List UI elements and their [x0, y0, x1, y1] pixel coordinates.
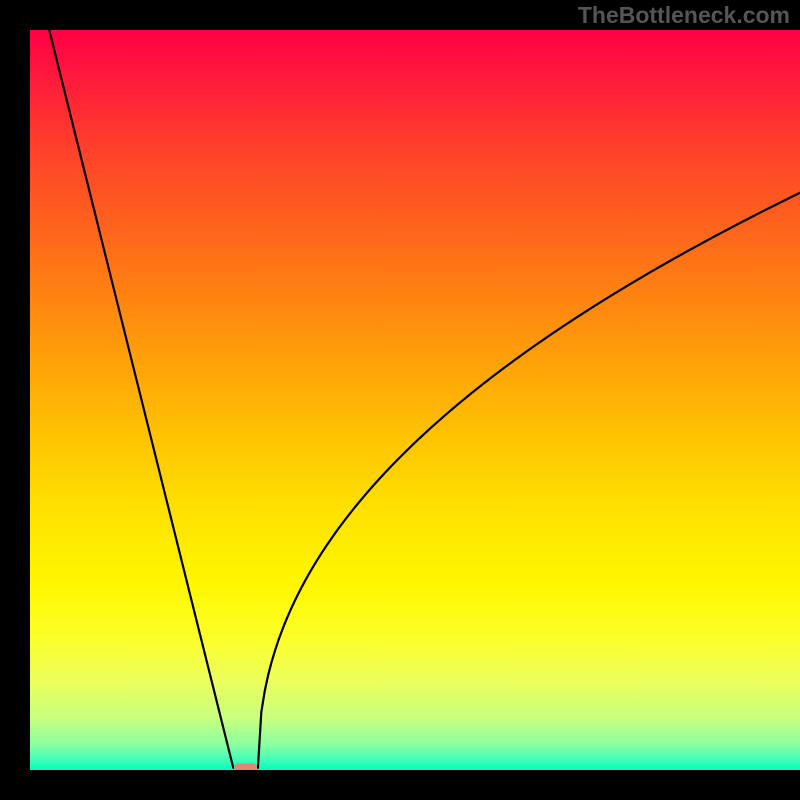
optimum-marker: [234, 763, 257, 770]
chart-frame: TheBottleneck.com: [0, 0, 800, 800]
watermark-text: TheBottleneck.com: [578, 2, 790, 29]
gradient-curve-plot: [30, 30, 800, 770]
gradient-background: [30, 30, 800, 770]
plot-area: [30, 30, 800, 770]
